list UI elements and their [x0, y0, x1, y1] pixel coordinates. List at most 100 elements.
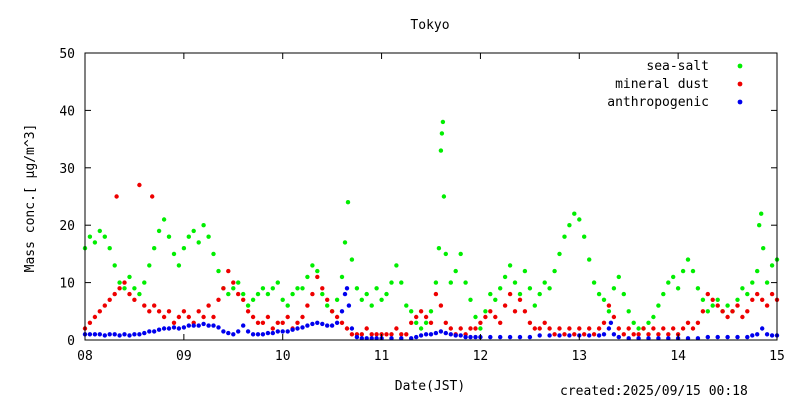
legend-marker: [737, 63, 743, 69]
data-point: [211, 314, 216, 320]
data-point: [404, 332, 409, 337]
data-point: [567, 333, 572, 338]
data-point: [760, 326, 765, 331]
data-point: [661, 291, 666, 297]
data-point: [389, 332, 394, 337]
legend-marker: [737, 99, 743, 105]
data-point: [241, 291, 246, 297]
data-point: [587, 257, 592, 262]
data-point: [112, 332, 117, 337]
data-point: [211, 323, 216, 328]
data-point: [616, 334, 621, 340]
data-point: [769, 291, 775, 297]
data-point: [250, 332, 256, 337]
data-point: [87, 320, 93, 325]
data-point: [310, 291, 315, 297]
data-point: [369, 336, 374, 341]
data-point: [517, 334, 523, 340]
data-point: [458, 333, 463, 338]
data-point: [443, 330, 448, 336]
data-point: [591, 280, 597, 285]
data-point: [745, 291, 750, 297]
data-point: [181, 246, 187, 251]
data-point: [346, 303, 352, 308]
data-point: [176, 314, 182, 320]
data-point: [596, 291, 602, 297]
data-point: [498, 286, 503, 291]
data-point: [463, 334, 468, 340]
data-point: [552, 268, 557, 274]
data-point: [152, 303, 157, 308]
data-point: [760, 297, 765, 302]
data-point: [646, 332, 651, 337]
data-point: [245, 309, 251, 314]
data-point: [542, 320, 547, 325]
data-point: [339, 309, 345, 314]
data-point: [626, 336, 631, 341]
data-point: [216, 325, 221, 330]
data-point: [433, 330, 439, 336]
data-point: [596, 326, 602, 331]
plot-frame: [84, 52, 778, 341]
data-point: [349, 332, 355, 337]
data-point: [384, 332, 389, 337]
data-point: [441, 194, 447, 199]
data-point: [567, 223, 572, 228]
data-point: [226, 291, 231, 297]
data-point: [448, 280, 453, 285]
data-point: [547, 333, 552, 338]
data-point: [270, 326, 275, 331]
data-point: [255, 320, 261, 325]
data-point: [547, 286, 552, 291]
data-point: [364, 326, 369, 331]
data-point: [705, 291, 710, 297]
data-point: [527, 334, 533, 340]
series-sea-salt: [82, 119, 780, 331]
data-point: [399, 336, 404, 341]
data-point: [142, 280, 147, 285]
data-point: [666, 336, 671, 341]
data-point: [587, 333, 592, 338]
data-point: [764, 332, 770, 337]
data-point: [305, 323, 310, 328]
data-point: [389, 280, 394, 285]
data-point: [755, 291, 760, 297]
data-point: [761, 246, 766, 251]
data-point: [206, 323, 211, 328]
data-point: [201, 321, 206, 327]
data-point: [399, 332, 404, 337]
data-point: [755, 332, 760, 337]
data-point: [651, 314, 656, 320]
data-point: [745, 334, 750, 340]
data-point: [675, 286, 681, 291]
y-tick-label: 10: [59, 277, 75, 292]
data-point: [166, 326, 172, 331]
data-point: [700, 297, 706, 302]
data-point: [438, 148, 444, 153]
data-point: [315, 268, 320, 274]
data-point: [156, 327, 162, 332]
data-point: [285, 303, 290, 308]
data-point: [428, 332, 434, 337]
data-point: [685, 320, 691, 325]
data-point: [265, 291, 271, 297]
data-point: [186, 314, 191, 320]
data-point: [122, 332, 127, 337]
data-point: [92, 332, 98, 337]
data-point: [532, 326, 537, 331]
data-point: [241, 323, 246, 328]
data-point: [349, 326, 355, 331]
data-point: [201, 314, 206, 320]
data-point: [730, 309, 735, 314]
data-point: [171, 251, 177, 257]
data-point: [275, 329, 280, 334]
data-point: [680, 326, 686, 331]
legend-label: anthropogenic: [607, 95, 709, 110]
data-point: [750, 297, 755, 302]
data-point: [493, 297, 498, 302]
data-point: [206, 303, 211, 308]
data-point: [137, 332, 142, 337]
data-point: [656, 332, 661, 337]
data-point: [552, 332, 557, 337]
y-tick-label: 20: [59, 219, 75, 234]
